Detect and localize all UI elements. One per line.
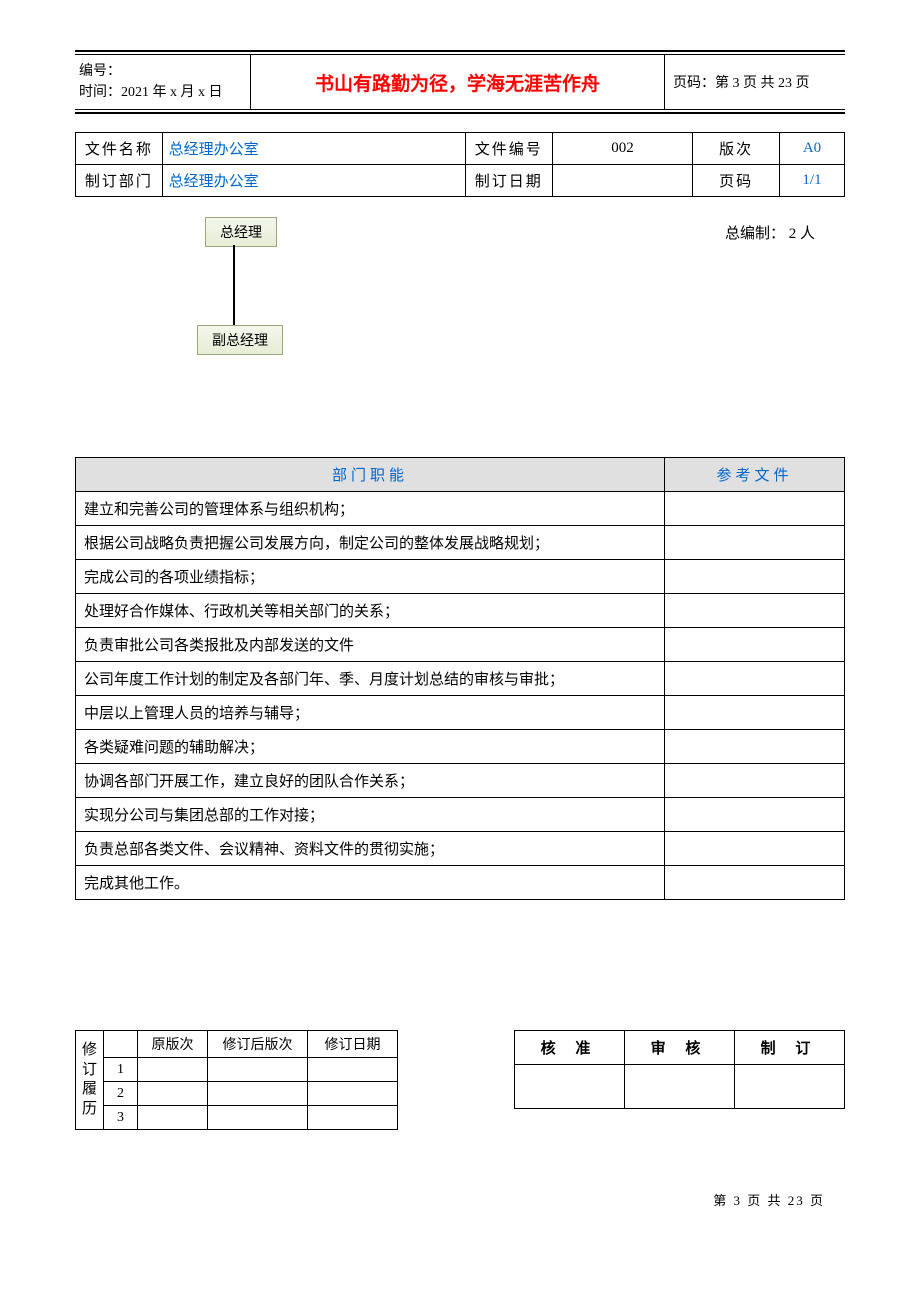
revision-h3: 修订日期 (308, 1031, 398, 1058)
functions-header-col2: 参考文件 (665, 458, 845, 492)
date-value (552, 165, 693, 197)
function-item: 中层以上管理人员的培养与辅导； (76, 696, 665, 730)
org-chart: 总经理 副总经理 总编制： 2 人 (75, 217, 845, 387)
function-ref (665, 628, 845, 662)
page-footer: 第 3 页 共 23 页 (75, 1190, 845, 1209)
function-item: 各类疑难问题的辅助解决； (76, 730, 665, 764)
function-item: 处理好合作媒体、行政机关等相关部门的关系； (76, 594, 665, 628)
revision-history-table: 修订履历 原版次 修订后版次 修订日期 1 2 3 (75, 1030, 398, 1130)
function-item: 负责审批公司各类报批及内部发送的文件 (76, 628, 665, 662)
org-node-bottom: 副总经理 (197, 325, 283, 355)
function-ref (665, 526, 845, 560)
function-ref (665, 832, 845, 866)
approval-col3: 制 订 (735, 1031, 845, 1065)
function-item: 负责总部各类文件、会议精神、资料文件的贯彻实施； (76, 832, 665, 866)
function-ref (665, 730, 845, 764)
function-ref (665, 764, 845, 798)
function-item: 建立和完善公司的管理体系与组织机构； (76, 492, 665, 526)
org-connector (233, 245, 235, 325)
version-label: 版次 (693, 133, 780, 165)
version-value: A0 (779, 133, 844, 165)
revision-h1: 原版次 (138, 1031, 208, 1058)
file-name-value: 总经理办公室 (162, 133, 465, 165)
function-ref (665, 662, 845, 696)
dept-label: 制订部门 (76, 165, 163, 197)
approval-col2: 审 核 (625, 1031, 735, 1065)
file-name-label: 文件名称 (76, 133, 163, 165)
file-info-table: 文件名称 总经理办公室 文件编号 002 版次 A0 制订部门 总经理办公室 制… (75, 132, 845, 197)
file-no-label: 文件编号 (465, 133, 552, 165)
function-item: 实现分公司与集团总部的工作对接； (76, 798, 665, 832)
revision-row-num: 1 (104, 1058, 138, 1082)
pagecode-label: 页码 (693, 165, 780, 197)
total-staff-label: 总编制： 2 人 (725, 222, 815, 243)
functions-header-col1: 部门职能 (76, 458, 665, 492)
revision-h2: 修订后版次 (208, 1031, 308, 1058)
function-ref (665, 492, 845, 526)
doc-time-label: 时间：2021 年 x 月 x 日 (79, 82, 246, 103)
doc-number-label: 编号： (79, 61, 246, 82)
function-item: 完成其他工作。 (76, 866, 665, 900)
dept-value: 总经理办公室 (162, 165, 465, 197)
function-ref (665, 594, 845, 628)
header-motto: 书山有路勤为径，学海无涯苦作舟 (250, 55, 665, 109)
approval-col1: 核 准 (515, 1031, 625, 1065)
function-ref (665, 696, 845, 730)
function-item: 公司年度工作计划的制定及各部门年、季、月度计划总结的审核与审批； (76, 662, 665, 696)
date-label: 制订日期 (465, 165, 552, 197)
pagecode-value: 1/1 (779, 165, 844, 197)
functions-table: 部门职能 参考文件 建立和完善公司的管理体系与组织机构；根据公司战略负责把握公司… (75, 457, 845, 900)
revision-vertical-label: 修订履历 (76, 1031, 104, 1130)
revision-row: 1 (76, 1058, 398, 1082)
function-item: 完成公司的各项业绩指标； (76, 560, 665, 594)
header-left-block: 编号： 时间：2021 年 x 月 x 日 (75, 55, 250, 109)
revision-blank-header (104, 1031, 138, 1058)
function-ref (665, 798, 845, 832)
page-header: 编号： 时间：2021 年 x 月 x 日 书山有路勤为径，学海无涯苦作舟 页码… (75, 50, 845, 114)
revision-row: 3 (76, 1106, 398, 1130)
function-ref (665, 866, 845, 900)
revision-row-num: 3 (104, 1106, 138, 1130)
approval-table: 核 准 审 核 制 订 (514, 1030, 845, 1109)
org-node-top: 总经理 (205, 217, 277, 247)
function-item: 协调各部门开展工作，建立良好的团队合作关系； (76, 764, 665, 798)
revision-row: 2 (76, 1082, 398, 1106)
function-ref (665, 560, 845, 594)
revision-row-num: 2 (104, 1082, 138, 1106)
header-page-label: 页码：第 3 页 共 23 页 (665, 55, 845, 109)
file-no-value: 002 (552, 133, 693, 165)
function-item: 根据公司战略负责把握公司发展方向，制定公司的整体发展战略规划； (76, 526, 665, 560)
